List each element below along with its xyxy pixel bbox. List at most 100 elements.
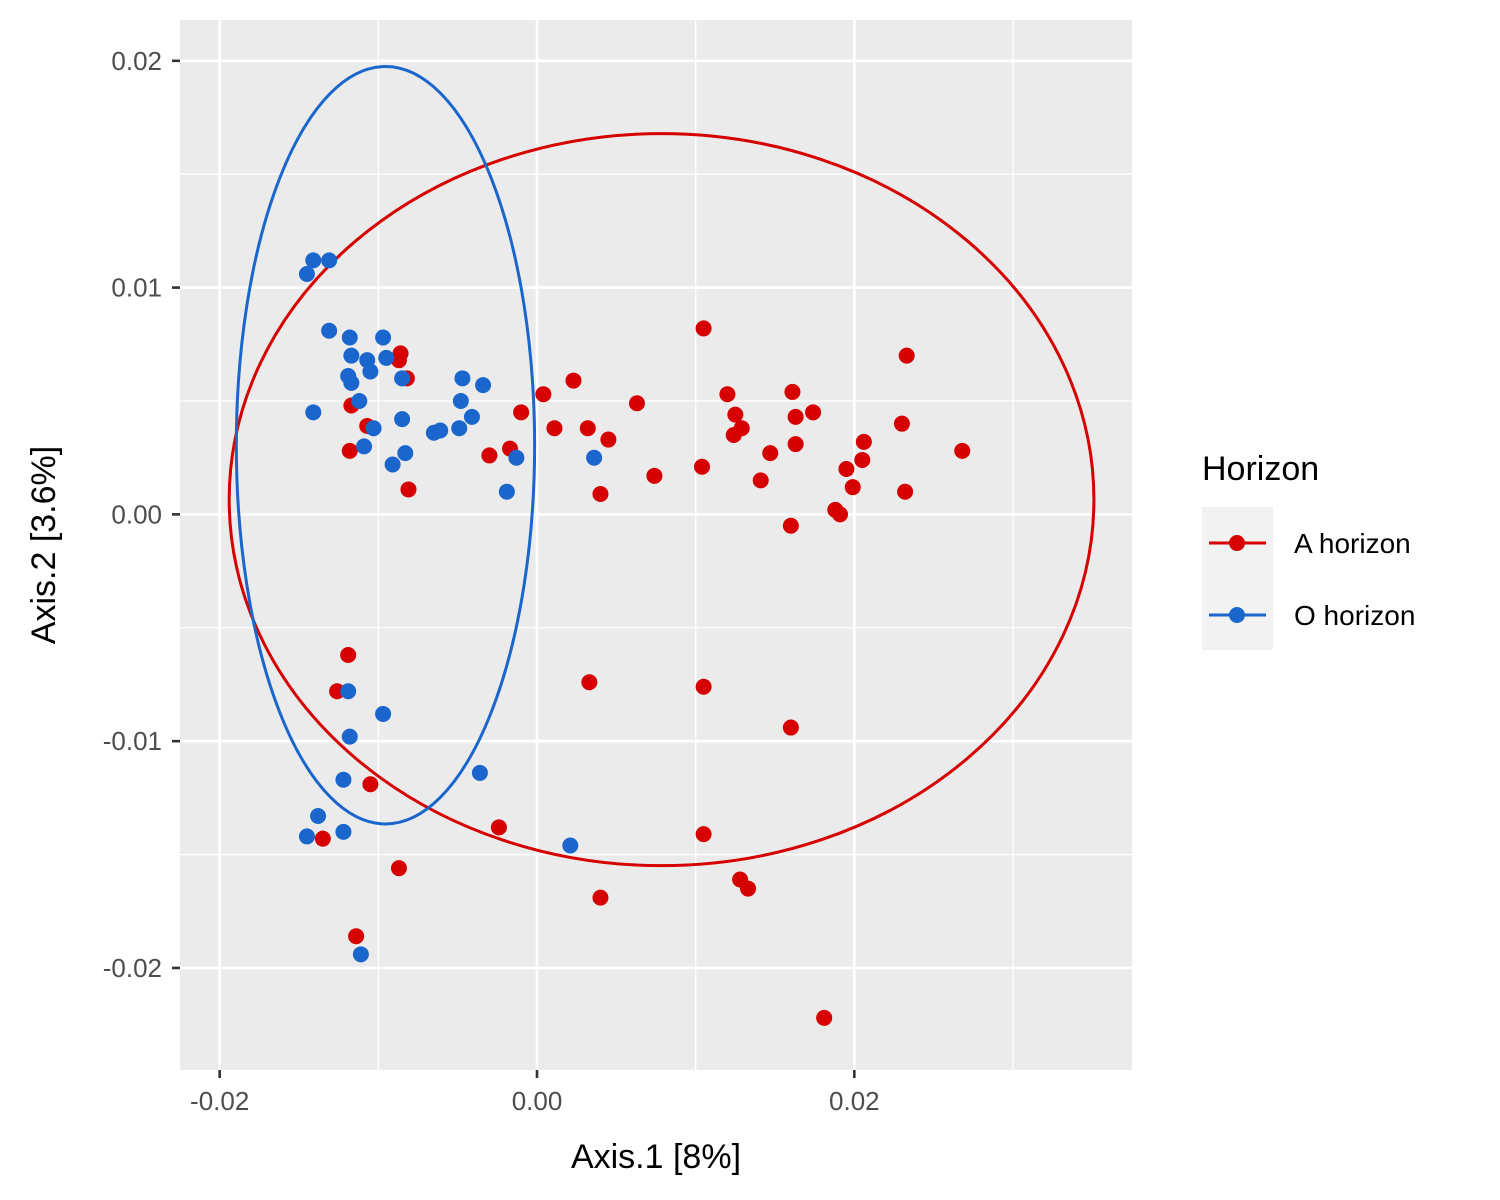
point-series-0 — [390, 860, 407, 877]
y-tick-label: -0.02 — [103, 953, 162, 983]
point-series-1 — [562, 837, 579, 854]
point-series-0 — [855, 433, 872, 450]
point-series-0 — [844, 479, 861, 496]
point-series-0 — [695, 678, 712, 695]
point-series-0 — [784, 383, 801, 400]
point-series-0 — [782, 517, 799, 534]
point-series-1 — [454, 370, 471, 387]
point-series-0 — [727, 406, 744, 423]
point-series-1 — [352, 946, 369, 963]
point-series-0 — [348, 928, 365, 945]
point-series-1 — [397, 445, 414, 462]
point-series-1 — [586, 449, 603, 466]
point-series-1 — [375, 329, 392, 346]
y-axis-title: Axis.2 [3.6%] — [25, 446, 63, 644]
point-series-0 — [695, 320, 712, 337]
point-series-0 — [740, 880, 757, 897]
point-series-1 — [298, 828, 315, 845]
point-series-0 — [546, 420, 563, 437]
point-series-0 — [898, 347, 915, 364]
y-axis: -0.02 -0.01 0.00 0.01 0.02 — [103, 46, 180, 983]
legend-title: Horizon — [1202, 450, 1319, 488]
point-series-0 — [719, 386, 736, 403]
legend-item: A horizon — [1209, 528, 1411, 559]
data-points — [298, 252, 971, 1026]
point-series-1 — [498, 483, 515, 500]
point-series-0 — [782, 719, 799, 736]
legend-key-point — [1229, 535, 1245, 551]
ellipse-series-0 — [227, 132, 1096, 868]
point-series-1 — [378, 349, 395, 366]
ellipse-series-1 — [234, 64, 537, 826]
point-series-1 — [475, 377, 492, 394]
point-series-0 — [481, 447, 498, 464]
point-series-1 — [298, 265, 315, 282]
point-series-0 — [329, 683, 346, 700]
point-series-1 — [343, 347, 360, 364]
legend-item: O horizon — [1209, 600, 1415, 631]
point-series-0 — [787, 408, 804, 425]
point-series-0 — [581, 674, 598, 691]
point-series-1 — [321, 322, 338, 339]
point-series-0 — [854, 451, 871, 468]
point-series-0 — [893, 415, 910, 432]
point-series-1 — [310, 808, 327, 825]
point-series-1 — [305, 252, 322, 269]
point-series-0 — [340, 646, 357, 663]
point-series-1 — [321, 252, 338, 269]
point-series-1 — [452, 392, 469, 409]
point-series-0 — [579, 420, 596, 437]
point-series-0 — [694, 458, 711, 475]
point-series-1 — [340, 683, 357, 700]
point-series-0 — [832, 506, 849, 523]
point-series-0 — [628, 395, 645, 412]
point-series-1 — [335, 823, 352, 840]
plot-panel — [180, 20, 1132, 1070]
confidence-ellipses — [227, 64, 1096, 868]
point-series-0 — [954, 442, 971, 459]
point-series-1 — [432, 422, 449, 439]
point-series-0 — [805, 404, 822, 421]
point-series-0 — [362, 776, 379, 793]
point-series-0 — [816, 1009, 833, 1026]
point-series-1 — [351, 392, 368, 409]
point-series-1 — [463, 408, 480, 425]
legend-key-background — [1202, 507, 1273, 650]
point-series-0 — [513, 404, 530, 421]
x-tick-label: 0.02 — [829, 1086, 880, 1116]
point-series-0 — [390, 352, 407, 369]
point-series-1 — [341, 728, 358, 745]
point-series-0 — [565, 372, 582, 389]
point-series-1 — [365, 420, 382, 437]
point-series-0 — [762, 445, 779, 462]
point-series-0 — [535, 386, 552, 403]
point-series-1 — [394, 411, 411, 428]
point-series-0 — [592, 889, 609, 906]
legend: Horizon A horizon O horizon — [1202, 450, 1415, 650]
x-tick-label: 0.00 — [512, 1086, 563, 1116]
y-tick-label: 0.02 — [111, 46, 162, 76]
point-series-0 — [725, 427, 742, 444]
point-series-0 — [695, 826, 712, 843]
y-tick-label: 0.01 — [111, 273, 162, 303]
point-series-1 — [341, 329, 358, 346]
point-series-0 — [314, 830, 331, 847]
y-tick-label: -0.01 — [103, 726, 162, 756]
point-series-0 — [600, 431, 617, 448]
point-series-1 — [471, 764, 488, 781]
point-series-0 — [341, 442, 358, 459]
point-series-0 — [490, 819, 507, 836]
point-series-1 — [362, 363, 379, 380]
minor-gridlines — [180, 20, 1132, 1070]
point-series-1 — [343, 374, 360, 391]
point-series-0 — [838, 461, 855, 478]
point-series-0 — [752, 472, 769, 489]
x-axis-title: Axis.1 [8%] — [571, 1138, 741, 1176]
point-series-0 — [897, 483, 914, 500]
x-axis: -0.02 0.00 0.02 — [190, 1070, 880, 1116]
point-series-0 — [400, 481, 417, 498]
point-series-1 — [451, 420, 468, 437]
point-series-1 — [394, 370, 411, 387]
y-tick-label: 0.00 — [111, 499, 162, 529]
